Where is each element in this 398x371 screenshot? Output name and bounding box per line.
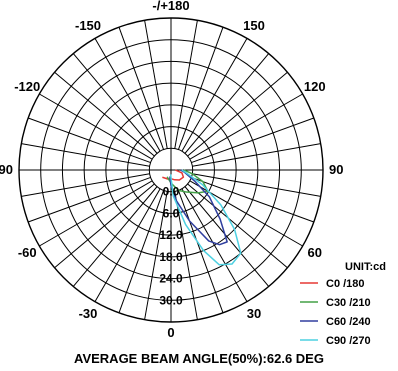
grid-spoke — [94, 38, 161, 152]
grid-spoke — [27, 117, 151, 164]
grid-spoke — [184, 186, 270, 287]
series-line-c90-270 — [169, 169, 242, 266]
grid-spoke — [174, 20, 198, 149]
grid-spoke — [192, 173, 321, 197]
grid-spoke — [191, 117, 315, 164]
legend-label: C0 /180 — [326, 278, 365, 290]
grid-spoke — [21, 143, 150, 167]
beam-angle-caption: AVERAGE BEAM ANGLE(50%):62.6 DEG — [74, 351, 324, 366]
angle-label: -150 — [75, 18, 101, 33]
grid-spokes — [19, 18, 323, 322]
radial-label: 6.0 — [163, 206, 180, 220]
grid-spoke — [21, 173, 150, 197]
grid-spoke — [192, 143, 321, 167]
grid-spoke — [54, 183, 155, 269]
grid-spoke — [187, 183, 288, 269]
angle-label: 60 — [308, 245, 322, 260]
grid-spoke — [187, 71, 288, 157]
grid-spoke — [177, 26, 224, 150]
grid-spoke — [177, 190, 224, 314]
angle-label: 150 — [243, 18, 265, 33]
grid-spoke — [94, 188, 161, 302]
grid-spoke — [181, 38, 248, 152]
legend-label: C90 /270 — [326, 335, 371, 347]
grid-spoke — [27, 176, 151, 223]
angle-labels: -/+180 -150 150 -120 120 90 90 -60 60 -30 30 0 — [0, 0, 343, 340]
series-line-c60-240 — [169, 169, 228, 246]
grid-spoke — [181, 188, 248, 302]
grid-spoke — [184, 53, 270, 154]
grid-spoke — [174, 191, 198, 320]
angle-label: -60 — [18, 245, 37, 260]
radial-label: 18.0 — [159, 250, 183, 264]
unit-label: UNIT:cd — [345, 261, 386, 273]
grid-spoke — [72, 53, 158, 154]
legend-label: C60 /240 — [326, 316, 371, 328]
grid-spoke — [144, 191, 168, 320]
grid-spoke — [189, 93, 303, 160]
radial-label: 12.0 — [159, 228, 183, 242]
grid-spoke — [191, 176, 315, 223]
angle-label: 0 — [167, 325, 174, 340]
angle-label: 30 — [247, 306, 261, 321]
radial-label: 30.0 — [159, 293, 183, 307]
grid-spoke — [118, 190, 165, 314]
angle-label: -/+180 — [152, 0, 189, 13]
angle-label: -120 — [14, 79, 40, 94]
angle-label: 90 — [0, 162, 13, 177]
series-line-c0-180 — [162, 169, 185, 181]
angle-label: -30 — [79, 306, 98, 321]
series-line-c30-210 — [166, 169, 209, 194]
legend: UNIT:cd C0 /180 C30 /210 C60 /240 C90 /270 — [300, 261, 386, 347]
radial-label: 24.0 — [159, 272, 183, 286]
grid-spoke — [54, 71, 155, 157]
radial-label: 0.0 — [163, 185, 180, 199]
grid-spoke — [118, 26, 165, 150]
grid-spoke — [144, 20, 168, 149]
ring-labels: 0.0 6.0 12.0 18.0 24.0 30.0 — [159, 185, 183, 308]
angle-label: 120 — [304, 79, 326, 94]
legend-label: C30 /210 — [326, 297, 371, 309]
series-layer — [162, 169, 242, 266]
grid-spoke — [39, 180, 153, 247]
grid-spoke — [39, 93, 153, 160]
grid-spoke — [72, 186, 158, 287]
angle-label: 90 — [329, 162, 343, 177]
